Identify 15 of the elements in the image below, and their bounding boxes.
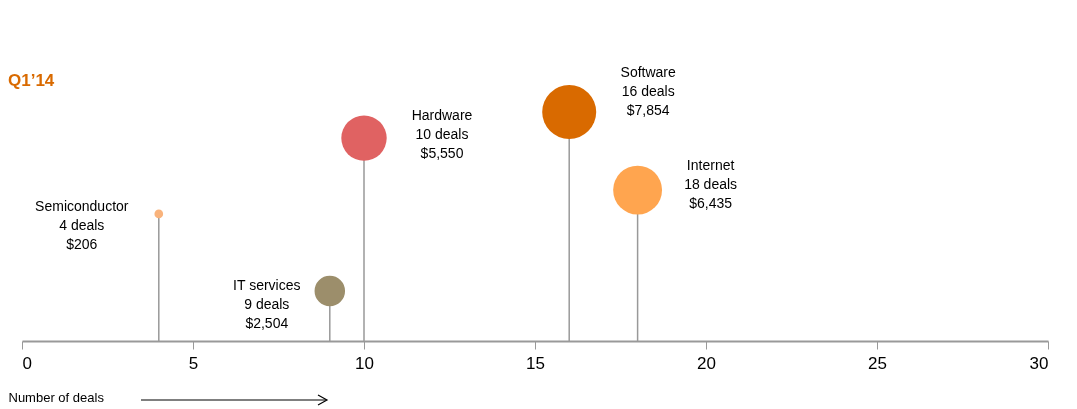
x-tick-label: 25 [868,353,887,373]
annotation: Software 16 deals $7,854 [620,64,677,118]
point [341,115,387,161]
x-tick-label: 15 [526,353,545,373]
x-tick-label: 5 [188,353,199,373]
annotation: IT services 9 deals $2,504 [233,277,301,332]
annotation: Hardware 10 deals $5,550 [411,107,473,162]
x-tick-label: 20 [697,353,716,373]
x-tick-label: 30 [1029,353,1049,373]
x-axis-title: Number of deals [8,389,105,405]
annotation: Semiconductor 4 deals $206 [35,197,129,252]
chart-title: Q1’14 [8,71,55,90]
x-tick-label: 10 [355,353,374,373]
x-tick-label: 0 [22,353,32,373]
annotation: Internet 18 deals $6,435 [684,157,738,212]
